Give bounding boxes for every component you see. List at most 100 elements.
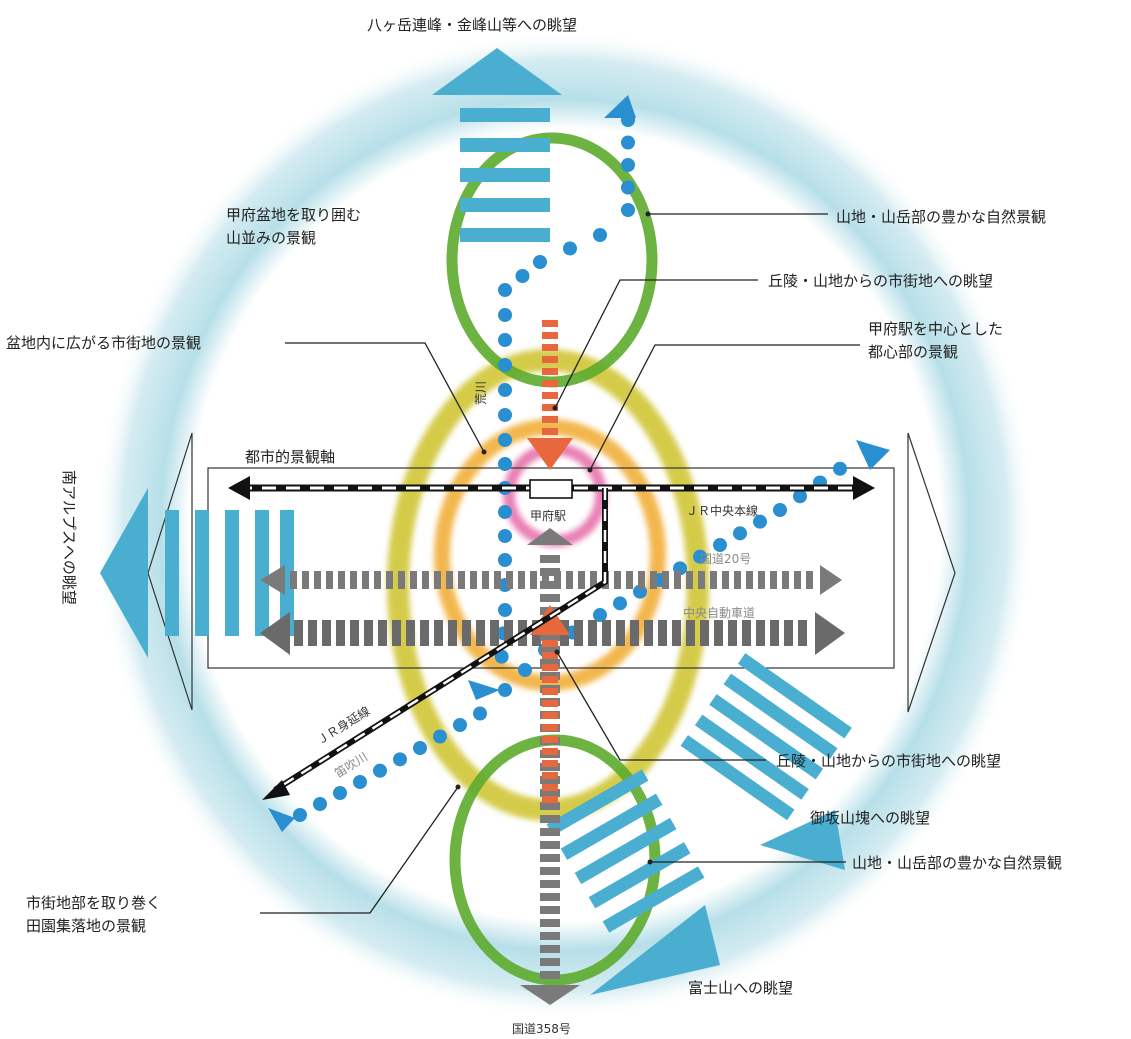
expressway-dash xyxy=(700,620,709,646)
label-top-view: 八ヶ岳連峰・金峰山等への眺望 xyxy=(367,16,577,34)
route-358-dash xyxy=(540,893,560,901)
label-jr-chuo: ＪＲ中央本線 xyxy=(686,503,758,518)
label-basin-mountains-2: 山並みの景観 xyxy=(226,229,316,247)
label-hill-view-upper: 丘陵・山地からの市街地への眺望 xyxy=(768,272,993,290)
jr-minobu-line xyxy=(262,488,608,800)
road-20-dash xyxy=(362,571,369,589)
route-358-dash xyxy=(540,555,560,563)
route-358-dash xyxy=(540,945,560,953)
expressway-dash xyxy=(574,620,583,646)
expressway-dash xyxy=(784,620,793,646)
road-20-dash xyxy=(806,571,813,589)
road-20-dash xyxy=(338,571,345,589)
river-dot xyxy=(613,596,627,611)
river-dot xyxy=(333,786,347,800)
river-dot xyxy=(498,683,512,697)
route-358-dash xyxy=(540,919,560,927)
road-20-dash xyxy=(530,571,537,589)
road-20-dash xyxy=(578,571,585,589)
expressway-dash xyxy=(630,620,639,646)
river-dot xyxy=(498,457,512,471)
expressway-dash xyxy=(798,620,807,646)
expressway-dash xyxy=(406,620,415,646)
river-dot xyxy=(693,549,707,564)
road-20-dash xyxy=(638,571,645,589)
road-20-dash xyxy=(314,571,321,589)
road-20-dash xyxy=(302,571,309,589)
river-dot xyxy=(713,538,727,552)
expressway-dash xyxy=(742,620,751,646)
expressway-dash xyxy=(294,620,303,646)
route-358-dash xyxy=(540,906,560,914)
route-358-dash xyxy=(540,789,560,797)
label-route358: 国道358号 xyxy=(512,1022,571,1036)
road-20-dash xyxy=(590,571,597,589)
river-dot xyxy=(473,706,487,721)
road-20-dash xyxy=(350,571,357,589)
expressway-dash xyxy=(644,620,653,646)
road-20-dash xyxy=(710,571,717,589)
road-20-dash xyxy=(650,571,657,589)
hill-view-arrow-upper xyxy=(527,320,573,470)
expressway-dash xyxy=(770,620,779,646)
hill-arrow-dash xyxy=(542,392,558,399)
road-20-dash xyxy=(542,571,549,589)
river-dot xyxy=(498,529,512,543)
expressway-dash xyxy=(392,620,401,646)
road-20-dash xyxy=(686,571,693,589)
basin-halo xyxy=(95,30,1035,1020)
road-20-dash xyxy=(422,571,429,589)
route-358-dash xyxy=(540,958,560,966)
expressway-dash xyxy=(490,620,499,646)
expressway-dash xyxy=(322,620,331,646)
road-20-dash xyxy=(398,571,405,589)
label-misaka-view: 御坂山塊への眺望 xyxy=(810,809,930,827)
hill-arrow-dash xyxy=(542,356,558,363)
road-20-dash xyxy=(782,571,789,589)
hill-arrow-dash xyxy=(542,404,558,411)
route-358-dash xyxy=(540,932,560,940)
road-20-dash xyxy=(374,571,381,589)
road-20-dash xyxy=(698,571,705,589)
expressway-dash xyxy=(686,620,695,646)
road-20-dash xyxy=(494,571,501,589)
hill-arrow-dash xyxy=(542,652,558,659)
river-dot xyxy=(498,553,512,567)
river-dot xyxy=(518,663,532,677)
label-rural-2: 田園集落地の景観 xyxy=(26,917,146,935)
road-20-dash xyxy=(326,571,333,589)
road-20-dash xyxy=(746,571,753,589)
river-dot xyxy=(733,526,747,541)
leader-lines xyxy=(260,211,860,914)
label-nature-lower: 山地・山岳部の豊かな自然景観 xyxy=(852,854,1062,872)
hill-arrow-dash xyxy=(542,772,558,779)
road-20-dash xyxy=(434,571,441,589)
expressway-dash xyxy=(350,620,359,646)
hill-arrow-dash xyxy=(542,428,558,435)
road-20-dash xyxy=(290,571,297,589)
road-20-dash xyxy=(734,571,741,589)
river-dot xyxy=(621,203,635,217)
expressway-dash xyxy=(602,620,611,646)
river-dot xyxy=(515,269,530,283)
road-20-dash xyxy=(446,571,453,589)
road-20-dash xyxy=(770,571,777,589)
river-dot xyxy=(453,718,467,732)
river-dot xyxy=(498,283,512,297)
arakawa-river-dots xyxy=(293,113,847,822)
expressway-dash xyxy=(588,620,597,646)
expressway-road xyxy=(260,612,845,655)
view-arrow-west xyxy=(100,488,294,658)
hill-arrow-dash xyxy=(542,688,558,695)
hill-arrow-dash xyxy=(542,700,558,707)
route-358-dash xyxy=(540,828,560,836)
river-dot xyxy=(373,763,387,778)
road-20-dash xyxy=(758,571,765,589)
hill-arrow-dash xyxy=(542,320,558,327)
hill-arrow-dash xyxy=(542,640,558,647)
label-fuji-view: 富士山への眺望 xyxy=(688,979,793,997)
label-city-in-basin: 盆地内に広がる市街地の景観 xyxy=(6,334,201,352)
river-dot xyxy=(773,503,787,517)
label-urban-axis: 都市的景観軸 xyxy=(245,448,335,466)
